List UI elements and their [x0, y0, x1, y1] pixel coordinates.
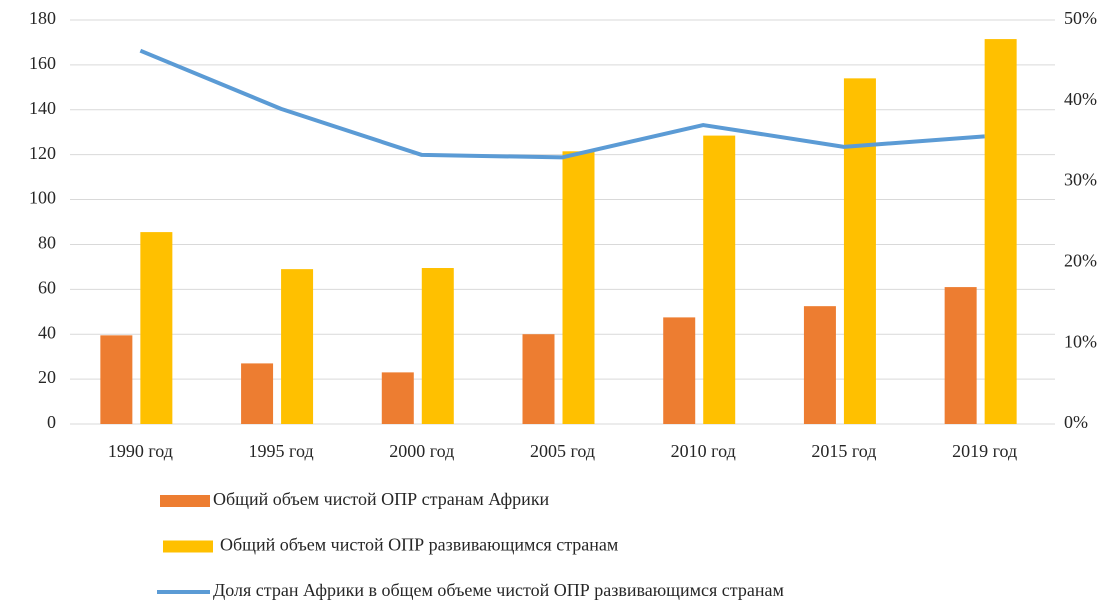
- y2-tick-label: 20%: [1064, 251, 1097, 271]
- y-tick-label: 180: [29, 8, 56, 28]
- x-tick-label: 2005 год: [530, 441, 595, 461]
- bar: [100, 335, 133, 424]
- y-tick-label: 140: [29, 98, 56, 118]
- bar: [984, 39, 1017, 424]
- bar: [803, 306, 836, 424]
- y-tick-label: 20: [38, 367, 56, 387]
- legend-label: Общий объем чистой ОПР развивающимся стр…: [220, 535, 618, 555]
- bar: [522, 334, 555, 424]
- bar: [843, 78, 876, 424]
- x-tick-label: 2015 год: [811, 441, 876, 461]
- y-tick-label: 60: [38, 277, 56, 297]
- bar: [421, 268, 454, 424]
- y2-tick-label: 10%: [1064, 331, 1097, 351]
- bar: [381, 372, 414, 424]
- bar: [944, 287, 977, 424]
- y-tick-label: 80: [38, 233, 56, 253]
- y-tick-label: 160: [29, 53, 56, 73]
- legend-label: Доля стран Африки в общем объеме чистой …: [213, 580, 784, 600]
- bar: [703, 135, 736, 425]
- bar: [663, 317, 696, 424]
- bar: [281, 269, 314, 424]
- bar: [140, 232, 173, 424]
- x-tick-label: 1990 год: [108, 441, 173, 461]
- y-tick-label: 40: [38, 322, 56, 342]
- x-tick-label: 1995 год: [249, 441, 314, 461]
- y2-tick-label: 0%: [1064, 412, 1088, 432]
- y-tick-label: 100: [29, 188, 56, 208]
- x-tick-label: 2010 год: [671, 441, 736, 461]
- bar: [562, 151, 595, 425]
- legend-swatch: [160, 495, 210, 507]
- x-tick-label: 2000 год: [389, 441, 454, 461]
- legend-swatch: [163, 540, 213, 553]
- x-tick-label: 2019 год: [952, 441, 1017, 461]
- bar: [241, 363, 274, 424]
- y2-tick-label: 30%: [1064, 170, 1097, 190]
- y2-tick-label: 40%: [1064, 89, 1097, 109]
- y-tick-label: 120: [29, 143, 56, 163]
- legend-label: Общий объем чистой ОПР странам Африки: [213, 489, 550, 509]
- line: [139, 48, 985, 160]
- y-tick-label: 0: [47, 412, 56, 432]
- y2-tick-label: 50%: [1064, 8, 1097, 28]
